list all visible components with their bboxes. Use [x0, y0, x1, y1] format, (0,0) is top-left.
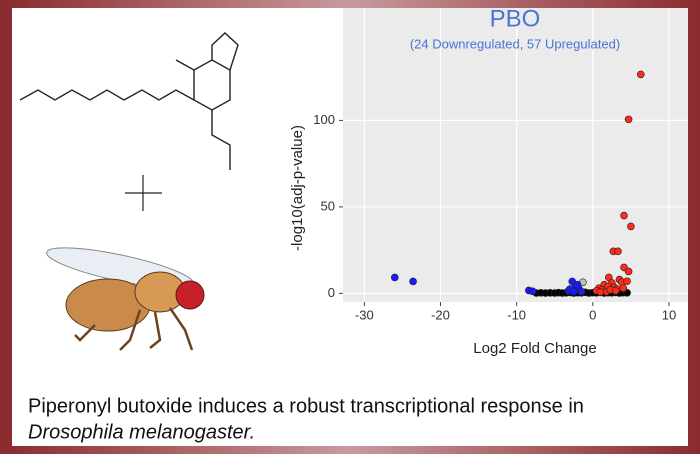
data-point [620, 211, 628, 220]
data-point [619, 284, 628, 292]
data-point [627, 222, 635, 231]
data-point [611, 286, 620, 295]
y-tick-label: 0 [328, 285, 335, 300]
data-point [528, 287, 537, 296]
data-point [409, 277, 417, 286]
plot-background [343, 8, 688, 302]
data-point [569, 287, 578, 296]
data-point [624, 115, 633, 124]
y-axis-label: -log10(adj-p-value) [289, 125, 306, 251]
x-tick-label: 0 [589, 307, 596, 322]
y-tick-label: 100 [313, 112, 335, 127]
data-point [636, 70, 645, 79]
y-tick-label: 50 [321, 198, 335, 213]
x-axis-label: Log2 Fold Change [473, 340, 596, 357]
x-tick-label: -20 [431, 307, 450, 322]
x-tick-label: 10 [662, 307, 676, 322]
fly [46, 247, 205, 351]
data-point [623, 277, 631, 286]
data-point [577, 287, 586, 296]
chart-subtitle: (24 Downregulated, 57 Upregulated) [410, 36, 620, 51]
caption-species: Drosophila melanogaster. [28, 421, 255, 443]
caption-text: Piperonyl butoxide induces a robust tran… [28, 395, 584, 417]
data-point [596, 288, 605, 296]
data-point [573, 280, 582, 289]
data-point [614, 247, 622, 256]
x-tick-label: -10 [507, 307, 526, 322]
plus-sign [125, 175, 162, 211]
chart-title: PBO [490, 5, 541, 32]
data-point [390, 273, 399, 282]
x-tick-label: -30 [355, 307, 374, 322]
molecule [19, 32, 239, 170]
data-point [624, 267, 633, 276]
